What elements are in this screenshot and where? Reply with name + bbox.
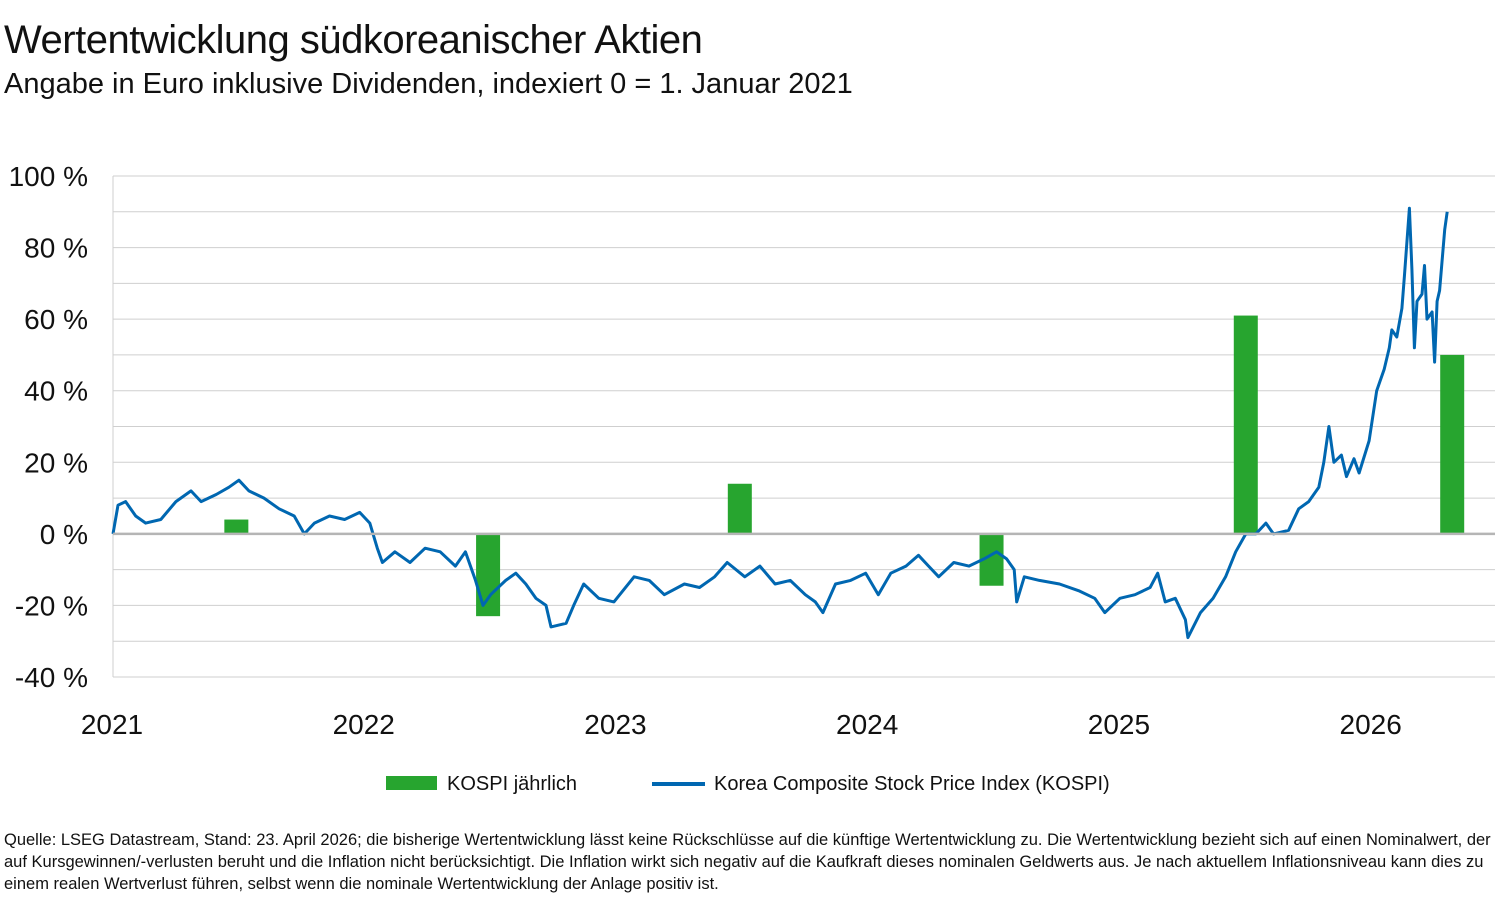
x-tick-label: 2026 [1340, 709, 1402, 740]
x-tick-label: 2024 [836, 709, 898, 740]
y-tick-label: 0 % [40, 519, 88, 550]
legend: KOSPI jährlich Korea Composite Stock Pri… [386, 773, 1110, 795]
kospi-line [111, 206, 1449, 640]
legend-label-bar: KOSPI jährlich [447, 773, 577, 795]
x-tick-label: 2023 [584, 709, 646, 740]
bar-2021 [224, 519, 249, 534]
y-tick-label: -20 % [15, 590, 88, 621]
gridlines [112, 175, 1495, 678]
x-tick-label: 2025 [1088, 709, 1150, 740]
x-tick-label: 2022 [333, 709, 395, 740]
line-series [111, 206, 1495, 640]
bar-2026 [1440, 354, 1465, 534]
y-tick-label: 20 % [24, 447, 88, 478]
x-axis-ticks: 2021 2022 2023 2024 2025 2026 [81, 709, 1402, 740]
y-tick-label: 100 % [9, 161, 88, 192]
bar-2022 [476, 533, 501, 617]
bar-2025 [1233, 315, 1258, 534]
y-axis-ticks: -40 % -20 % 0 % 20 % 40 % 60 % 80 % 100 % [9, 161, 88, 693]
chart-title: Wertentwicklung südkoreanischer Aktien [4, 18, 703, 62]
bar-series [224, 315, 1465, 617]
y-tick-label: 40 % [24, 376, 88, 407]
y-tick-label: 60 % [24, 304, 88, 335]
bar-2023 [727, 483, 752, 534]
y-tick-label: -40 % [15, 662, 88, 693]
x-tick-label: 2021 [81, 709, 143, 740]
chart: -40 %-20 %0 %20 %40 %60 %80 %100 % 2021 2… [9, 161, 1495, 795]
legend-label-line: Korea Composite Stock Price Index (KOSPI… [714, 773, 1110, 795]
y-tick-label: 80 % [24, 233, 88, 264]
source-footnote: Quelle: LSEG Datastream, Stand: 23. Apri… [4, 831, 1491, 893]
legend-swatch-bar [386, 776, 437, 790]
chart-subtitle: Angabe in Euro inklusive Dividenden, ind… [4, 68, 853, 100]
